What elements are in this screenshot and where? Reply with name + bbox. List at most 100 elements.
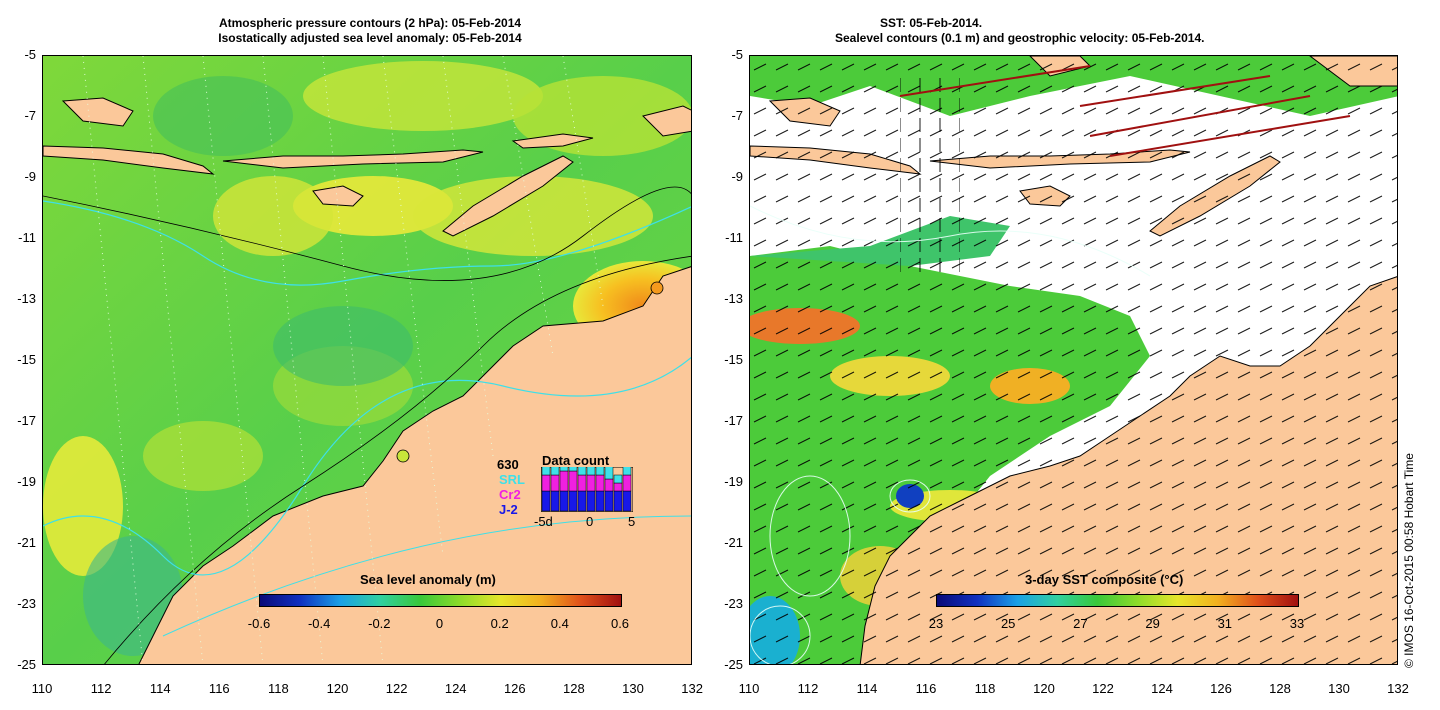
- strong-velocity-arrows: [899, 65, 1351, 157]
- left-x-tick: 124: [444, 681, 467, 696]
- histogram-bar-cr2: [595, 474, 605, 492]
- left-title-line2: Isostatically adjusted sea level anomaly…: [218, 31, 522, 45]
- right-x-tick: 112: [797, 681, 819, 696]
- right-x-tick: 116: [915, 681, 937, 696]
- geostrophic-velocity-arrows: [900, 76, 960, 276]
- left-x-tick: 116: [208, 681, 230, 696]
- australia-landmass: [138, 266, 691, 664]
- left-y-tick: -25: [17, 657, 36, 672]
- depth-contour: [104, 255, 691, 664]
- java-island: [43, 145, 215, 175]
- sea-level-contours: [750, 205, 1151, 664]
- anomaly-patch: [303, 61, 543, 131]
- left-map-title: Atmospheric pressure contours (2 hPa): 0…: [140, 16, 600, 46]
- legend-axis-mid: 0: [586, 514, 594, 529]
- right-x-tick: 120: [1033, 681, 1055, 696]
- right-y-tick: -15: [724, 352, 743, 367]
- right-y-tick: -7: [731, 108, 743, 123]
- legend-cr2: Cr2: [499, 487, 521, 502]
- geostrophic-velocity-arrows: [750, 56, 1397, 664]
- histogram-bar-srl: [613, 474, 623, 484]
- island: [642, 105, 691, 137]
- histogram-bar-j2: [577, 490, 587, 512]
- histogram-bar-srl: [622, 467, 632, 476]
- right-title-line2: Sealevel contours (0.1 m) and geostrophi…: [835, 31, 1205, 45]
- right-x-tick: 132: [1387, 681, 1409, 696]
- right-x-tick: 124: [1151, 681, 1173, 696]
- left-y-tick: -19: [17, 474, 36, 489]
- legend-srl: SRL: [499, 472, 525, 487]
- left-colorbar-tick: 0: [435, 616, 444, 631]
- right-x-tick: 122: [1092, 681, 1114, 696]
- right-colorbar-tick: 31: [1217, 616, 1233, 631]
- sst-map: [750, 56, 1397, 664]
- sumba-island: [312, 185, 364, 207]
- right-colorbar: [936, 594, 1299, 607]
- left-x-tick: 126: [503, 681, 526, 696]
- left-x-tick: 130: [622, 681, 644, 696]
- timor-island: [442, 155, 574, 237]
- right-x-tick: 118: [974, 681, 996, 696]
- left-colorbar-title: Sea level anomaly (m): [360, 572, 496, 587]
- right-x-tick: 114: [856, 681, 878, 696]
- anomaly-patch: [273, 306, 413, 386]
- anomaly-patch: [213, 176, 333, 256]
- left-y-tick: -11: [18, 230, 36, 245]
- anomaly-patch: [43, 436, 123, 576]
- right-colorbar-tick: 33: [1289, 616, 1305, 631]
- histogram-bar-j2: [604, 490, 614, 512]
- histogram-bar-j2: [586, 490, 596, 512]
- right-map-panel[interactable]: [749, 55, 1398, 665]
- histogram-bar-srl: [550, 467, 560, 476]
- right-y-tick: -23: [724, 596, 743, 611]
- island: [61, 97, 134, 127]
- legend-count: 630: [497, 457, 519, 472]
- right-map-title: SST: 05-Feb-2014. Sealevel contours (0.1…: [780, 16, 1340, 46]
- tide-gauge-marker: [650, 281, 664, 295]
- histogram-bar-j2: [541, 490, 551, 512]
- left-map-panel[interactable]: [42, 55, 692, 665]
- lesser-sunda-islands: [222, 149, 484, 169]
- copyright-text: © IMOS 16-Oct-2015 00:58 Hobart Time: [1402, 453, 1416, 668]
- histogram-bar-srl: [577, 467, 587, 476]
- tide-gauge-marker: [396, 449, 410, 463]
- right-colorbar-tick: 23: [928, 616, 944, 631]
- right-colorbar-title: 3-day SST composite (°C): [1025, 572, 1184, 587]
- left-colorbar-tick: -0.6: [247, 616, 271, 631]
- right-y-tick: -17: [724, 413, 743, 428]
- histogram-bar-cr2: [604, 478, 614, 492]
- right-x-tick: 128: [1269, 681, 1291, 696]
- histogram-bar-j2: [559, 490, 569, 512]
- right-title-line1: SST: 05-Feb-2014.: [880, 16, 983, 30]
- pressure-contour: [43, 200, 691, 286]
- legend-axis-left: -5d: [534, 514, 553, 529]
- left-colorbar-tick: -0.4: [307, 616, 331, 631]
- left-x-tick: 132: [681, 681, 703, 696]
- depth-contour: [43, 186, 691, 281]
- left-y-tick: -7: [24, 108, 36, 123]
- altimeter-tracks: [82, 56, 604, 664]
- left-colorbar-tick: -0.2: [368, 616, 391, 631]
- histogram-bar-cr2: [568, 470, 578, 492]
- left-y-tick: -5: [24, 47, 36, 62]
- histogram-bar-srl: [595, 467, 605, 476]
- island: [511, 133, 594, 149]
- left-title-line1: Atmospheric pressure contours (2 hPa): 0…: [218, 16, 522, 30]
- right-colorbar-tick: 27: [1073, 616, 1088, 631]
- right-y-tick: -11: [725, 230, 743, 245]
- left-y-tick: -13: [17, 291, 36, 306]
- anomaly-patch: [153, 76, 293, 156]
- left-x-tick: 128: [563, 681, 585, 696]
- anomaly-patch: [413, 176, 653, 256]
- left-x-tick: 112: [90, 681, 112, 696]
- pressure-contour: [43, 356, 691, 576]
- right-x-tick: 126: [1210, 681, 1232, 696]
- histogram-bar-srl: [541, 467, 551, 476]
- histogram-bar-j2: [550, 490, 560, 512]
- histogram-bar-cr2: [613, 482, 623, 492]
- right-y-tick: -5: [731, 47, 743, 62]
- histogram-bar-srl: [604, 467, 614, 480]
- histogram-bar-cr2: [541, 474, 551, 492]
- data-count-legend: 630 Data count SRL Cr2 J-2 -5d 0 5: [497, 453, 637, 533]
- sea-level-anomaly-map: [43, 56, 691, 664]
